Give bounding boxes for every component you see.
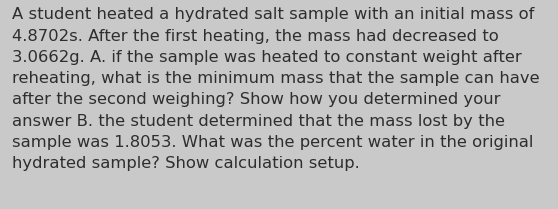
Text: A student heated a hydrated salt sample with an initial mass of
4.8702s. After t: A student heated a hydrated salt sample …	[12, 7, 540, 171]
